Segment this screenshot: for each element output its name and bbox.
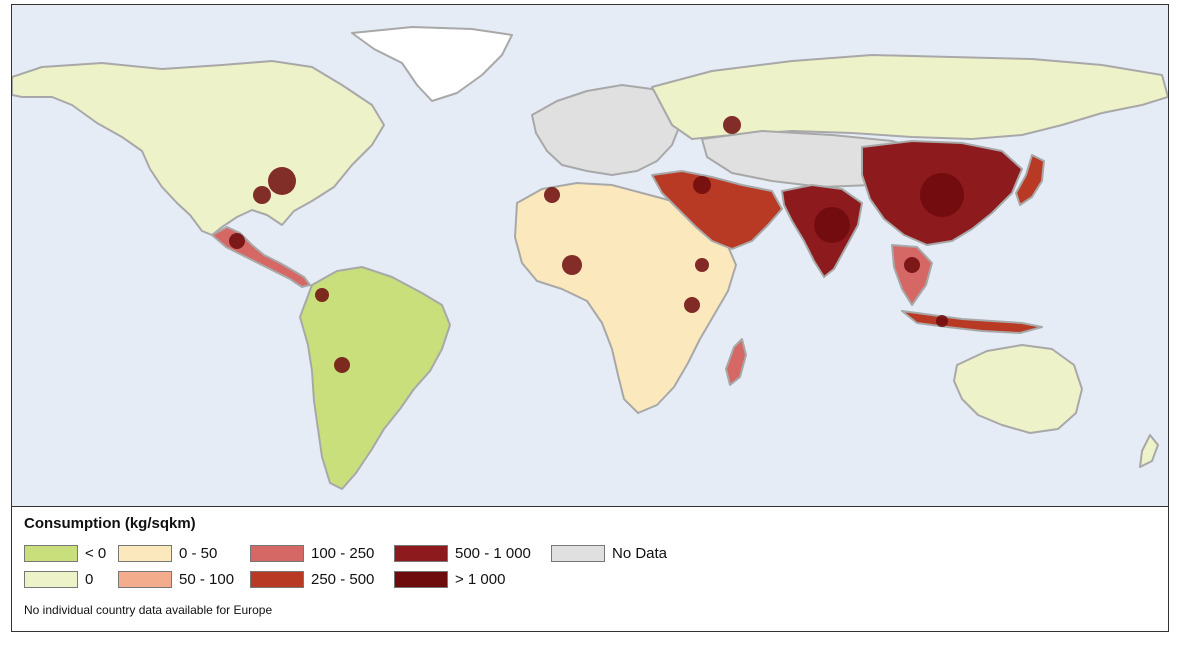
legend-item-no-data: No Data <box>551 543 667 563</box>
region-greenland <box>351 26 513 102</box>
legend: Consumption (kg/sqkm) < 0 0 0 - 50 50 - … <box>12 507 1168 631</box>
world-map <box>12 5 1168 507</box>
legend-label: 250 - 500 <box>311 570 375 588</box>
world-map-svg <box>12 26 1168 490</box>
legend-note: No individual country data available for… <box>24 603 273 617</box>
legend-label: 100 - 250 <box>311 544 375 562</box>
region-central-america <box>211 226 311 288</box>
legend-label: 0 - 50 <box>179 544 218 562</box>
consumption-hotspots <box>229 116 964 373</box>
legend-item-500-1000: 500 - 1 000 <box>394 543 531 563</box>
legend-swatch <box>551 544 605 562</box>
legend-swatch <box>394 570 448 588</box>
legend-swatch <box>24 570 78 588</box>
region-middle-east <box>651 170 783 250</box>
legend-swatch <box>250 570 304 588</box>
legend-swatch <box>118 570 172 588</box>
region-new-zealand <box>1139 434 1159 468</box>
region-south-america <box>299 266 451 490</box>
legend-item-50-100: 50 - 100 <box>118 569 234 589</box>
region-japan <box>1015 154 1045 206</box>
legend-item-250-500: 250 - 500 <box>250 569 374 589</box>
legend-label: No Data <box>612 544 668 562</box>
legend-title: Consumption (kg/sqkm) <box>24 515 196 532</box>
map-figure: Consumption (kg/sqkm) < 0 0 0 - 50 50 - … <box>11 4 1169 632</box>
region-europe <box>531 84 681 176</box>
region-north-america <box>12 60 385 236</box>
legend-swatch <box>118 544 172 562</box>
legend-item-100-250: 100 - 250 <box>250 543 374 563</box>
legend-item-0: 0 <box>24 569 93 589</box>
region-africa <box>514 182 737 414</box>
legend-item-0-50: 0 - 50 <box>118 543 217 563</box>
legend-label: 50 - 100 <box>179 570 235 588</box>
legend-label: 0 <box>85 570 94 588</box>
region-madagascar <box>725 338 747 386</box>
legend-label: > 1 000 <box>455 570 506 588</box>
legend-label: 500 - 1 000 <box>455 544 531 562</box>
legend-item-gt1000: > 1 000 <box>394 569 505 589</box>
region-indonesia <box>901 310 1043 334</box>
legend-swatch <box>24 544 78 562</box>
region-australia <box>953 344 1083 434</box>
legend-swatch <box>394 544 448 562</box>
legend-swatch <box>250 544 304 562</box>
region-southeast-asia <box>891 244 933 306</box>
legend-label: < 0 <box>85 544 107 562</box>
legend-item-lt0: < 0 <box>24 543 106 563</box>
